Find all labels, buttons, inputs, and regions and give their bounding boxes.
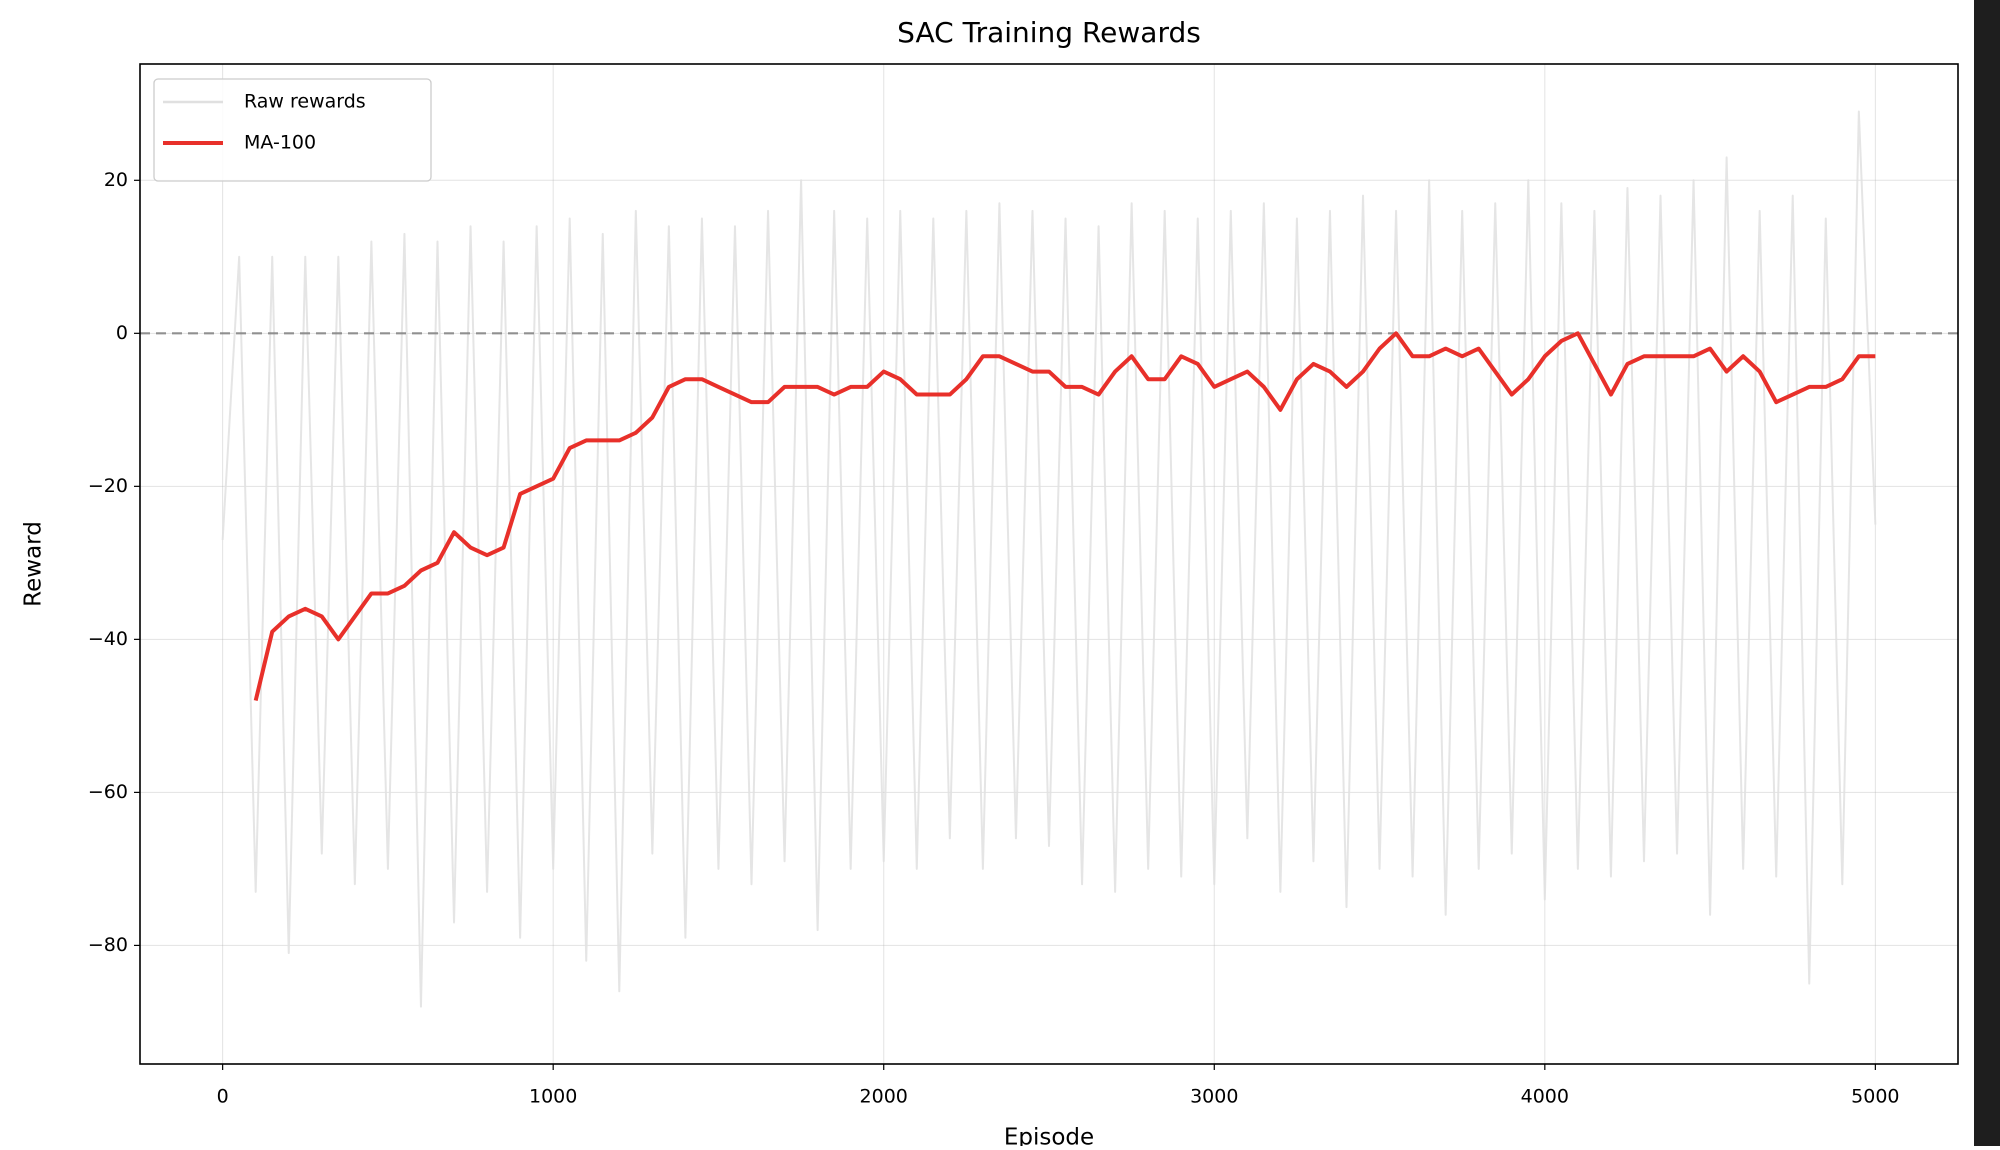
y-tick-label: −20	[88, 475, 128, 497]
y-tick-label: −60	[88, 781, 128, 803]
y-tick-label: 0	[116, 322, 128, 344]
x-tick-label: 0	[217, 1086, 229, 1108]
plot-frame	[139, 63, 1959, 1065]
y-tick-label: −80	[88, 934, 128, 956]
y-tick-label: −40	[88, 628, 128, 650]
x-tick-label: 4000	[1521, 1086, 1569, 1108]
x-tick-label: 1000	[529, 1086, 577, 1108]
legend-label: Raw rewards	[244, 91, 366, 113]
x-tick-label: 2000	[860, 1086, 908, 1108]
y-axis-label: Reward	[21, 521, 47, 607]
side-panel	[1974, 0, 2000, 1146]
x-axis-label: Episode	[1004, 1125, 1094, 1147]
chart-title: SAC Training Rewards	[897, 16, 1201, 49]
legend-label: MA-100	[244, 132, 316, 154]
x-tick-label: 5000	[1851, 1086, 1899, 1108]
y-tick-label: 20	[104, 169, 128, 191]
legend-box	[153, 78, 432, 182]
series-line	[253, 331, 1876, 702]
series-line	[221, 110, 1877, 1008]
x-tick-label: 3000	[1190, 1086, 1238, 1108]
